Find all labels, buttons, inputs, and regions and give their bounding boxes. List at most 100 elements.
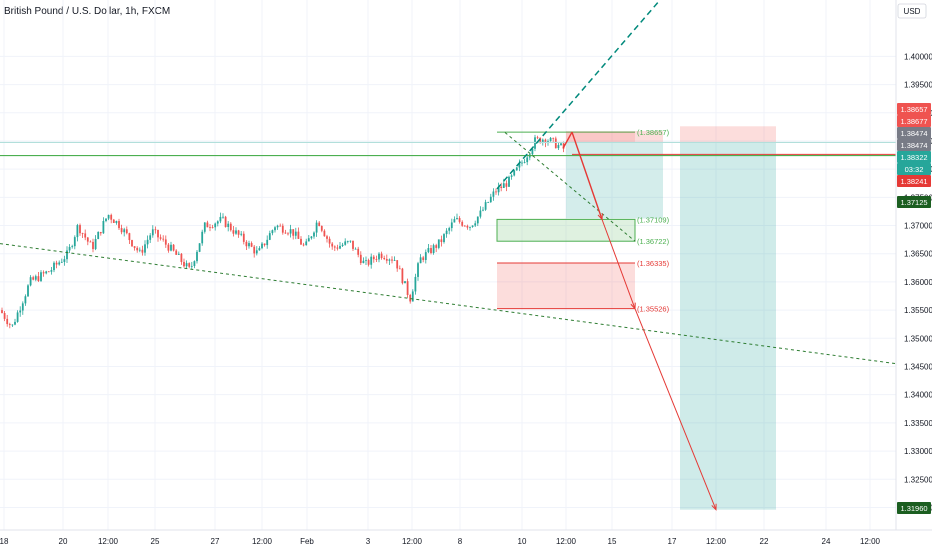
candle-body <box>92 241 94 250</box>
candle-body <box>443 234 445 243</box>
candle-body <box>167 244 170 251</box>
candle-body <box>164 239 167 245</box>
candle-body <box>549 137 552 142</box>
candle-body <box>502 183 505 188</box>
target-zone <box>680 142 776 510</box>
candle-body <box>193 261 196 266</box>
candle-body <box>274 227 276 231</box>
candle-body <box>326 236 328 239</box>
candle-body <box>435 245 438 248</box>
candle-body <box>476 216 479 224</box>
candle-body <box>513 170 516 176</box>
price-tick-label: 1.34000 <box>904 391 932 400</box>
candle-body <box>86 237 89 242</box>
candle-body <box>229 223 232 231</box>
candle-body <box>6 318 9 325</box>
price-axis[interactable]: USD 1.400001.395001.390001.385001.380001… <box>895 0 932 530</box>
candle-body <box>123 229 126 233</box>
candle-body <box>469 226 471 228</box>
trendline-dashed <box>504 132 636 242</box>
candle-body <box>203 222 206 232</box>
candle-body <box>255 250 258 254</box>
candle-body <box>300 238 302 245</box>
candle-body <box>97 231 100 240</box>
candle-body <box>367 260 370 265</box>
candle-body <box>276 225 279 228</box>
candle-body <box>505 183 508 187</box>
candle-body <box>214 223 217 228</box>
projection-arrow <box>571 131 603 220</box>
projection-arrow <box>562 131 573 149</box>
candle-body <box>297 231 300 239</box>
candle-body <box>144 244 146 253</box>
candle-body <box>461 221 464 226</box>
price-tag <box>897 151 931 163</box>
candle-body <box>281 225 284 233</box>
candle-body <box>89 241 92 243</box>
candle-body <box>84 233 87 238</box>
candle-body <box>404 281 406 284</box>
candle-body <box>66 250 68 260</box>
candle-body <box>45 271 48 274</box>
stop-zone <box>566 132 635 143</box>
candle-body <box>55 262 58 265</box>
candle-body <box>450 222 453 229</box>
candle-body <box>188 263 191 267</box>
candle-body <box>331 243 334 247</box>
time-tick-label: 8 <box>458 537 463 546</box>
currency-label: USD <box>904 7 921 16</box>
price-tick-label: 1.40000 <box>904 52 932 61</box>
price-tag-label: 1.38322 <box>900 153 927 162</box>
candle-body <box>242 233 245 242</box>
candle-body <box>409 294 412 302</box>
stop-zone <box>566 130 663 143</box>
price-tag-label: 1.38474 <box>900 129 927 138</box>
candle-body <box>482 209 484 211</box>
candle-body <box>141 249 144 253</box>
price-tag <box>897 115 931 127</box>
candle-body <box>279 225 282 227</box>
candle-body <box>552 137 555 139</box>
candle-body <box>359 254 362 264</box>
candle-body <box>372 256 375 260</box>
candle-body <box>508 176 510 187</box>
support-zone <box>496 218 636 242</box>
candle-body <box>99 231 102 234</box>
candles <box>1 134 565 329</box>
candle-body <box>175 250 178 255</box>
candle-body <box>341 244 344 246</box>
candle-body <box>414 276 417 292</box>
candle-body <box>177 253 180 255</box>
candle-body <box>268 233 271 240</box>
candle-body <box>185 263 188 267</box>
candle-body <box>440 239 443 243</box>
trendline-dashed <box>0 243 897 365</box>
price-tick-label: 1.36000 <box>904 278 932 287</box>
candle-body <box>352 240 354 249</box>
candle-body <box>222 216 224 218</box>
candle-body <box>37 276 40 281</box>
candle-body <box>523 162 526 163</box>
candle-body <box>53 262 55 271</box>
candle-body <box>307 238 310 242</box>
candle-body <box>170 244 172 251</box>
candle-body <box>216 221 219 224</box>
time-tick-label: 12:00 <box>98 537 119 546</box>
candle-body <box>201 231 204 244</box>
time-tick-label: 10 <box>518 537 527 546</box>
position-zones: (1.38657) (1.37109) (1.36722) (1.36335) (1.3… <box>496 126 776 510</box>
candle-body <box>302 244 305 246</box>
candle-body <box>357 248 360 255</box>
candle-body <box>125 229 128 234</box>
candle-body <box>401 268 404 284</box>
time-axis[interactable]: 18 20 12:00 25 27 12:00 Feb 3 12:00 8 10 12:00 15 17 1… <box>0 529 932 550</box>
candle-body <box>128 233 131 241</box>
price-tick-label: 1.35000 <box>904 334 932 343</box>
candle-body <box>71 246 74 247</box>
candle-body <box>320 226 323 231</box>
candle-body <box>487 202 490 203</box>
price-tag-label: 1.38474 <box>900 141 927 150</box>
candle-body <box>172 244 175 251</box>
candle-body <box>362 260 365 264</box>
